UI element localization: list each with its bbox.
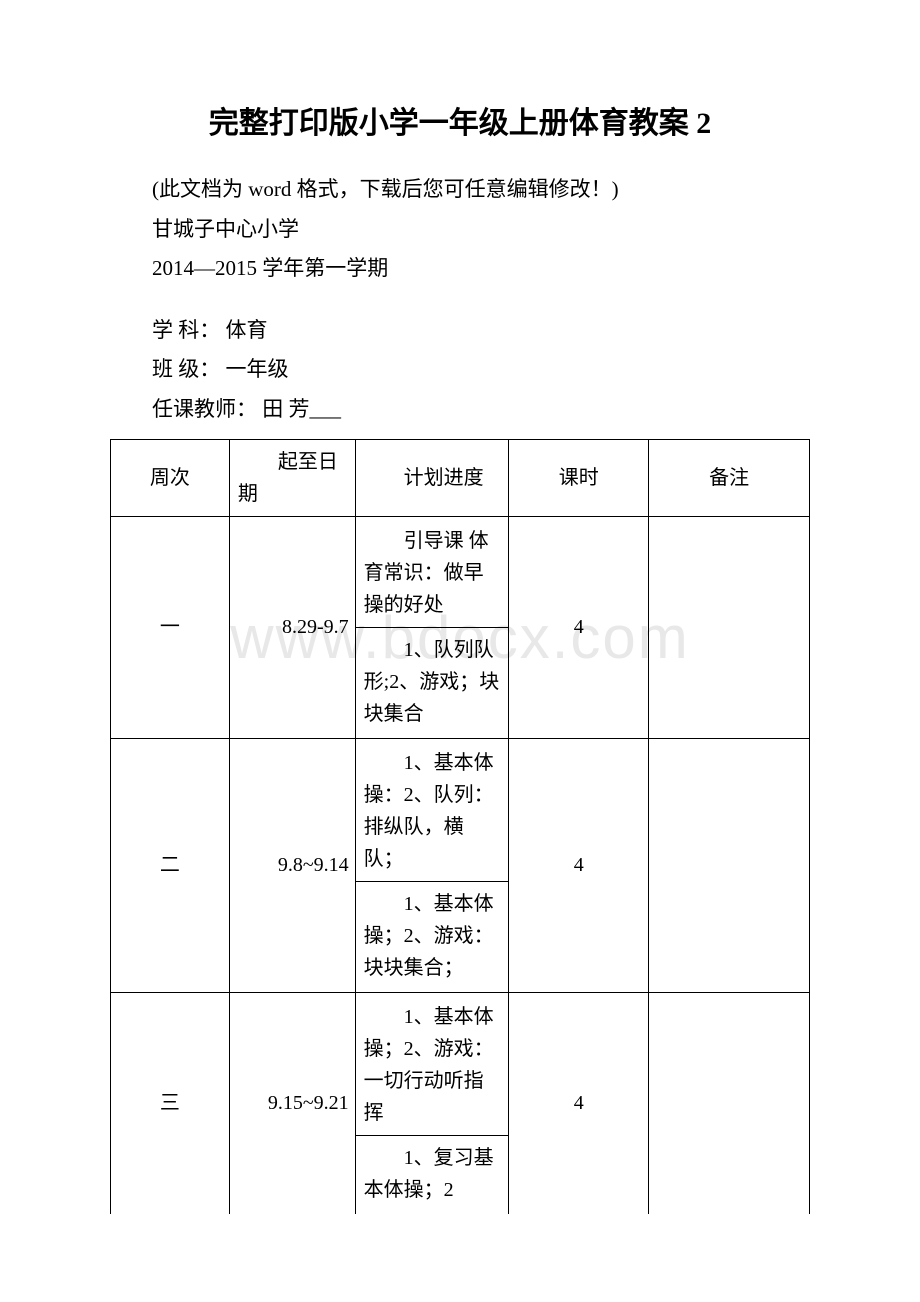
intro-line-1: 甘城子中心小学 bbox=[110, 213, 810, 247]
info-teacher: 任课教师： 田 芳___ bbox=[110, 393, 810, 427]
plan-item: 1、复习基本体操；2 bbox=[364, 1140, 501, 1208]
info-class: 班 级： 一年级 bbox=[110, 353, 810, 387]
cell-date: 8.29-9.7 bbox=[229, 516, 355, 738]
cell-plan: 1、基本体操；2、游戏：一切行动听指挥 1、复习基本体操；2 bbox=[355, 992, 509, 1214]
col-hours: 课时 bbox=[509, 439, 649, 516]
cell-hours: 4 bbox=[509, 992, 649, 1214]
cell-week: 二 bbox=[111, 738, 230, 992]
info-subject: 学 科： 体育 bbox=[110, 314, 810, 348]
intro-line-2: 2014—2015 学年第一学期 bbox=[110, 252, 810, 286]
cell-week: 三 bbox=[111, 992, 230, 1214]
col-week: 周次 bbox=[111, 439, 230, 516]
cell-hours: 4 bbox=[509, 516, 649, 738]
table-row: 三 9.15~9.21 1、基本体操；2、游戏：一切行动听指挥 1、复习基本体操… bbox=[111, 992, 810, 1214]
table-header-row: 周次 起至日期 计划进度 课时 备注 bbox=[111, 439, 810, 516]
table-row: 一 8.29-9.7 引导课 体育常识：做早操的好处 1、队列队形;2、游戏；块… bbox=[111, 516, 810, 738]
col-date: 起至日期 bbox=[229, 439, 355, 516]
cell-date: 9.8~9.14 bbox=[229, 738, 355, 992]
document-content: 完整打印版小学一年级上册体育教案 2 (此文档为 word 格式，下载后您可任意… bbox=[110, 100, 810, 1214]
plan-item: 引导课 体育常识：做早操的好处 bbox=[364, 523, 501, 623]
intro-line-0: (此文档为 word 格式，下载后您可任意编辑修改！) bbox=[110, 173, 810, 207]
cell-plan: 引导课 体育常识：做早操的好处 1、队列队形;2、游戏；块块集合 bbox=[355, 516, 509, 738]
cell-note bbox=[649, 738, 810, 992]
cell-date: 9.15~9.21 bbox=[229, 992, 355, 1214]
schedule-table: 周次 起至日期 计划进度 课时 备注 一 8.29-9.7 引导课 体育常识：做… bbox=[110, 439, 810, 1214]
plan-item: 1、基本体操：2、队列：排纵队，横队； bbox=[364, 745, 501, 877]
cell-week: 一 bbox=[111, 516, 230, 738]
cell-plan: 1、基本体操：2、队列：排纵队，横队； 1、基本体操；2、游戏：块块集合； bbox=[355, 738, 509, 992]
cell-note bbox=[649, 992, 810, 1214]
col-plan: 计划进度 bbox=[355, 439, 509, 516]
plan-item: 1、基本体操；2、游戏：块块集合； bbox=[364, 886, 501, 986]
cell-hours: 4 bbox=[509, 738, 649, 992]
plan-item: 1、队列队形;2、游戏；块块集合 bbox=[364, 632, 501, 732]
col-note: 备注 bbox=[649, 439, 810, 516]
cell-note bbox=[649, 516, 810, 738]
plan-item: 1、基本体操；2、游戏：一切行动听指挥 bbox=[364, 999, 501, 1131]
document-title: 完整打印版小学一年级上册体育教案 2 bbox=[110, 100, 810, 148]
table-row: 二 9.8~9.14 1、基本体操：2、队列：排纵队，横队； 1、基本体操；2、… bbox=[111, 738, 810, 992]
